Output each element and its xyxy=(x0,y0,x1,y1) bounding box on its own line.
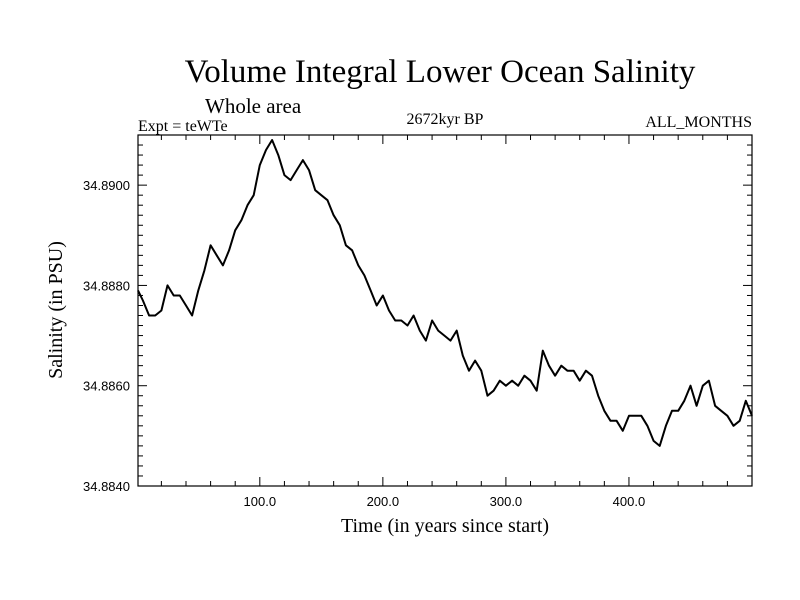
x-tick-label: 200.0 xyxy=(367,494,400,509)
y-tick-labels: 34.8840 34.8860 34.8880 34.8900 xyxy=(83,178,130,494)
y-tick-label: 34.8840 xyxy=(83,479,130,494)
x-tick-labels: 100.0 200.0 300.0 400.0 xyxy=(244,494,646,509)
x-axis-label: Time (in years since start) xyxy=(341,515,549,537)
x-tick-label: 100.0 xyxy=(244,494,277,509)
experiment-label: Expt = teWTe xyxy=(138,118,228,135)
x-tick-label: 300.0 xyxy=(490,494,523,509)
y-tick-label: 34.8860 xyxy=(83,379,130,394)
y-axis-label: Salinity (in PSU) xyxy=(45,241,67,379)
y-tick-label: 34.8880 xyxy=(83,278,130,293)
chart-title: Volume Integral Lower Ocean Salinity xyxy=(185,54,696,90)
period-label: 2672kyr BP xyxy=(407,111,484,128)
months-label: ALL_MONTHS xyxy=(645,114,752,131)
y-tick-label: 34.8900 xyxy=(83,178,130,193)
plot-frame xyxy=(137,134,753,487)
chart-subtitle: Whole area xyxy=(205,94,302,118)
salinity-series-line xyxy=(137,139,753,447)
axis-ticks xyxy=(138,135,752,486)
x-tick-label: 400.0 xyxy=(613,494,646,509)
